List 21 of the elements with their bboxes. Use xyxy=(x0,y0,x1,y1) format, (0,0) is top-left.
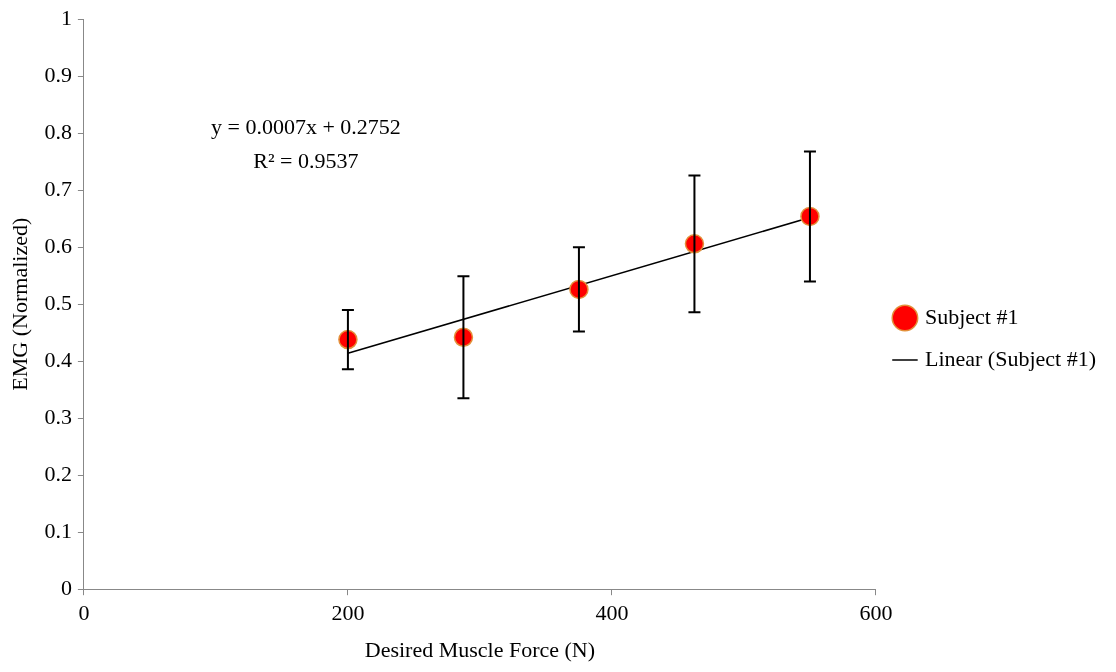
legend-label: Linear (Subject #1) xyxy=(924,345,1097,371)
annotation: R² = 0.9537 xyxy=(253,147,359,173)
y-tick-label: 0.4 xyxy=(44,346,72,372)
x-tick-label: 0 xyxy=(78,600,90,626)
legend-label: Subject #1 xyxy=(924,303,1019,329)
y-tick-label: 0.7 xyxy=(44,175,72,201)
x-tick-label: 200 xyxy=(331,600,365,626)
y-tick-label: 0.2 xyxy=(44,460,72,486)
y-tick-label: 0.8 xyxy=(44,118,72,144)
y-tick-label: 0 xyxy=(60,574,72,600)
annotation: y = 0.0007x + 0.2752 xyxy=(210,113,401,139)
y-tick-label: 0.6 xyxy=(44,232,72,258)
x-tick-label: 600 xyxy=(859,600,893,626)
y-tick-label: 0.1 xyxy=(44,517,72,543)
y-tick-label: 0.5 xyxy=(44,289,72,315)
y-tick-label: 1 xyxy=(60,4,72,30)
x-tick-label: 400 xyxy=(595,600,629,626)
y-axis-title: EMG (Normalized) xyxy=(6,217,32,391)
y-tick-label: 0.3 xyxy=(44,403,72,429)
x-axis-title: Desired Muscle Force (N) xyxy=(364,636,596,662)
y-tick-label: 0.9 xyxy=(44,61,72,87)
